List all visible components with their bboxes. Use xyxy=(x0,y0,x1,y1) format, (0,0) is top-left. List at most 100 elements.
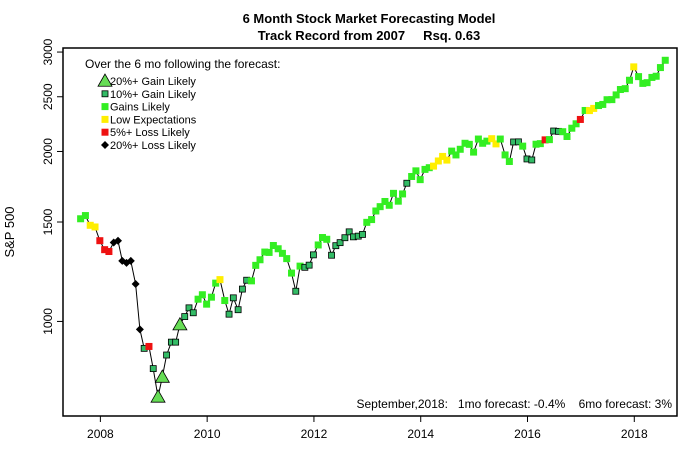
data-point-loss5 xyxy=(145,342,153,350)
data-point-gain10 xyxy=(229,294,237,302)
legend-marker-gains xyxy=(101,103,109,111)
data-point-gain10 xyxy=(310,251,317,259)
data-point-low xyxy=(434,157,442,165)
data-point-loss5 xyxy=(105,248,113,256)
data-point-gains xyxy=(194,295,202,303)
data-point-gain10 xyxy=(172,338,180,346)
plot-frame xyxy=(62,47,678,417)
data-point-low xyxy=(216,276,224,284)
data-point-gain10 xyxy=(292,287,300,295)
data-point-loss20 xyxy=(131,279,140,288)
data-point-loss20 xyxy=(126,256,135,265)
y-axis: 1000 1500 2000 2500 3000 xyxy=(41,38,63,335)
data-point-low xyxy=(430,162,438,170)
data-point-gains xyxy=(452,151,460,159)
data-point-loss20 xyxy=(135,325,144,334)
x-tick-label: 2012 xyxy=(301,427,328,441)
data-point-gains xyxy=(595,102,603,110)
data-point-gain20 xyxy=(172,316,188,331)
data-point-gain10 xyxy=(305,261,313,269)
data-point-gains xyxy=(572,120,580,128)
data-point-loss20 xyxy=(113,236,122,245)
data-point-low xyxy=(91,223,99,231)
data-point-gains xyxy=(296,262,304,270)
data-point-gains xyxy=(496,135,504,143)
legend-label-gain20: 20%+ Gain Likely xyxy=(110,76,196,88)
data-point-gains xyxy=(456,145,464,153)
data-point-gain10 xyxy=(403,179,411,187)
legend-marker-loss20 xyxy=(101,141,109,149)
data-point-gains xyxy=(269,241,277,249)
data-point-gains xyxy=(559,128,567,136)
data-point-gain10 xyxy=(345,228,353,236)
data-point-gain10 xyxy=(185,304,193,312)
data-point-gains xyxy=(621,85,629,93)
legend-label-loss20: 20%+ Loss Likely xyxy=(110,140,196,152)
data-point-gain10 xyxy=(359,231,366,238)
data-point-gains xyxy=(252,261,260,269)
data-point-gains xyxy=(389,189,397,197)
x-tick-label: 2008 xyxy=(87,427,114,441)
data-point-gains xyxy=(519,142,527,150)
y-tick-label: 1000 xyxy=(41,308,55,335)
legend: Over the 6 mo following the forecast: 20… xyxy=(85,57,280,152)
y-tick-label: 3000 xyxy=(41,38,55,65)
data-point-gains xyxy=(599,100,607,108)
data-point-gain10 xyxy=(341,234,349,242)
data-point-gain10 xyxy=(225,310,233,318)
data-point-gains xyxy=(381,197,389,205)
data-point-low xyxy=(488,135,496,143)
data-point-low xyxy=(630,63,638,71)
data-point-gains xyxy=(256,256,264,264)
data-point-gains xyxy=(612,91,620,99)
data-point-gains xyxy=(314,241,322,249)
data-point-gains xyxy=(603,96,611,104)
data-point-low xyxy=(492,140,500,148)
legend-label-loss5: 5%+ Loss Likely xyxy=(110,127,190,139)
y-tick-label: 1500 xyxy=(41,208,55,235)
data-point-gains xyxy=(461,139,469,147)
chart-title: 6 Month Stock Market Forecasting Model xyxy=(243,11,496,26)
data-point-low xyxy=(585,107,593,115)
data-point-gains xyxy=(394,197,402,205)
data-point-gains xyxy=(608,96,616,104)
data-point-gain10 xyxy=(181,313,189,320)
data-point-loss5 xyxy=(541,136,549,144)
data-point-gains xyxy=(265,248,273,256)
data-point-gains xyxy=(648,73,656,81)
legend-marker-loss5 xyxy=(101,128,109,136)
data-point-gain10 xyxy=(163,351,170,359)
legend-label-low: Low Expectations xyxy=(110,114,197,126)
data-point-gains xyxy=(505,157,513,165)
data-point-gain10 xyxy=(328,251,335,259)
data-point-gains xyxy=(416,176,424,184)
data-point-gains xyxy=(568,124,576,132)
data-point-gains xyxy=(483,137,491,145)
chart-subtitle: Track Record from 2007 Rsq. 0.63 xyxy=(258,28,481,43)
data-point-gains xyxy=(363,218,371,226)
data-point-gains xyxy=(212,279,220,287)
data-point-gains xyxy=(639,79,647,87)
data-point-loss5 xyxy=(576,115,584,123)
data-point-gain10 xyxy=(149,365,157,373)
data-point-low xyxy=(590,104,598,112)
data-point-gains xyxy=(425,164,433,172)
data-point-gains xyxy=(536,140,544,148)
data-point-gains xyxy=(474,135,482,143)
data-point-gains xyxy=(652,72,660,80)
data-point-gains xyxy=(77,215,85,223)
data-point-gains xyxy=(376,203,384,211)
legend-label-gain10: 10%+ Gain Likely xyxy=(110,89,196,101)
data-point-gains xyxy=(274,245,282,253)
data-point-gains xyxy=(283,255,291,263)
data-point-loss5 xyxy=(96,237,104,245)
y-tick-label: 2500 xyxy=(41,83,55,110)
data-point-gains xyxy=(563,132,571,140)
x-tick-label: 2014 xyxy=(407,427,434,441)
x-tick-label: 2018 xyxy=(621,427,648,441)
data-point-gains xyxy=(408,172,416,180)
data-point-gains xyxy=(532,140,540,148)
legend-marker-gain20 xyxy=(97,73,113,87)
